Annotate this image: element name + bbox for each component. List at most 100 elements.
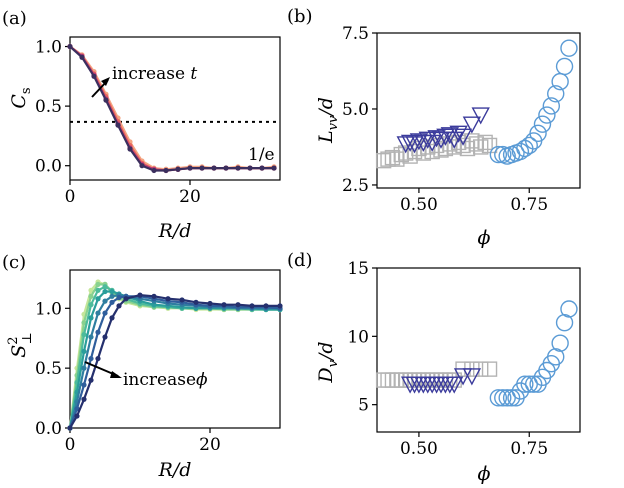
data-point-phi3	[102, 284, 108, 290]
marker-circle	[502, 389, 521, 407]
marker-circle	[516, 375, 534, 393]
plot-a: 0 20 1.0 0.5 0.0	[35, 36, 281, 207]
panel-a-label: (a)	[2, 8, 27, 29]
data-point-phi3	[88, 302, 94, 308]
data-point-phi4	[102, 288, 108, 295]
data-point-phi7	[95, 355, 101, 362]
panel-d-xtick-label: 0.50	[400, 439, 438, 459]
data-point-phi2	[81, 320, 87, 326]
data-point-phi4	[151, 302, 157, 308]
data-point-phi7	[102, 334, 108, 340]
data-point-t4	[175, 166, 181, 172]
panel-d-ytick-label: 5	[358, 396, 369, 416]
data-point-phi7	[81, 396, 87, 402]
marker-triangle	[462, 368, 482, 386]
panel-d: (d) 0.50 0.75 15 10 5 ϕ Dv/d	[287, 250, 581, 485]
data-point-t4	[163, 167, 169, 174]
data-point-t4	[235, 165, 241, 171]
marker-triangle	[414, 134, 433, 152]
data-point-t4	[79, 54, 85, 60]
marker-circle	[547, 348, 565, 366]
panel-c-xtick-label: 0	[65, 435, 76, 455]
data-point-phi5	[102, 298, 108, 304]
data-point-phi6	[88, 355, 94, 362]
data-point-t4	[223, 165, 229, 171]
panel-c-ytick-label: 0.0	[35, 419, 62, 439]
panel-d-xtick-label: 0.75	[510, 439, 548, 459]
marker-triangle	[396, 136, 415, 154]
marker-square	[473, 139, 489, 155]
data-point-phi7	[235, 302, 241, 308]
data-point-t4	[127, 146, 133, 152]
panel-a-ytick-label: 1.0	[35, 38, 62, 58]
panel-b-xlabel: ϕ	[478, 227, 491, 249]
data-point-t4	[139, 163, 145, 169]
panel-b-label: (b)	[287, 6, 313, 27]
marker-triangle	[405, 136, 424, 154]
panel-a-arrow	[91, 77, 110, 98]
data-point-phi7	[165, 296, 171, 302]
marker-square	[481, 361, 498, 377]
marker-circle	[489, 389, 508, 407]
data-point-phi3	[81, 332, 87, 338]
data-point-phi7	[263, 303, 269, 309]
data-point-phi7	[116, 303, 122, 309]
marker-circle	[494, 389, 512, 407]
data-point-phi5	[109, 293, 115, 299]
marker-square	[433, 142, 449, 158]
marker-triangle	[440, 127, 459, 145]
data-point-phi2	[88, 293, 94, 299]
marker-square	[384, 372, 401, 388]
panel-d-ytick-label: 10	[347, 327, 369, 347]
marker-circle	[538, 106, 556, 124]
data-point-phi6	[95, 329, 101, 335]
data-point-phi5	[88, 334, 94, 340]
panel-a-annotation: increase t	[112, 64, 197, 84]
panel-c-xlabel: R/d	[158, 459, 192, 481]
data-point-phi7	[193, 299, 199, 305]
marker-circle	[511, 142, 530, 161]
data-point-phi1	[88, 287, 94, 293]
data-point-phi6	[116, 294, 122, 301]
panel-a-xtick-label: 20	[179, 187, 201, 207]
panel-a-xlabel: R/d	[158, 220, 192, 242]
marker-square	[375, 372, 392, 388]
series-line-phi4	[68, 290, 280, 429]
plot-b: 0.50 0.75 7.5 5.0 2.5	[342, 24, 581, 215]
marker-triangle	[471, 107, 490, 125]
data-point-phi4	[109, 288, 115, 295]
panel-c-annotation: increaseϕ	[123, 370, 208, 390]
data-point-t4	[271, 165, 277, 171]
marker-square	[437, 140, 454, 157]
marker-square	[393, 146, 409, 163]
data-point-phi7	[88, 377, 94, 383]
marker-triangle	[445, 376, 464, 394]
panel-d-label: (d)	[287, 250, 313, 271]
panel-a-ylabel: Cs	[8, 87, 34, 108]
marker-square	[424, 143, 440, 160]
marker-circle	[560, 39, 578, 57]
data-point-phi7	[179, 297, 185, 303]
series-line-phi7	[69, 293, 280, 429]
panel-a-ref-label: 1/e	[248, 145, 275, 165]
panel-b-ylabel: Lvv/d	[315, 97, 341, 144]
marker-square	[468, 136, 484, 152]
plot-d: 0.50 0.75 15 10 5	[347, 259, 581, 459]
data-point-t4	[91, 73, 97, 79]
marker-circle	[533, 115, 552, 133]
panel-c-xtick-label: 20	[199, 435, 221, 455]
marker-square	[406, 143, 423, 160]
panel-d-xlabel: ϕ	[478, 463, 491, 485]
panel-c-frame	[69, 269, 281, 429]
data-point-phi7	[123, 296, 129, 302]
data-point-phi6	[81, 382, 87, 388]
data-point-phi7	[249, 303, 255, 309]
data-point-phi7	[221, 302, 227, 308]
panel-a-frame	[69, 36, 281, 181]
panel-c-label: (c)	[2, 252, 26, 273]
panel-b-xtick-label: 0.75	[510, 195, 548, 215]
panel-d-ylabel: Dv/d	[315, 341, 341, 383]
panel-b-frame	[376, 32, 581, 189]
marker-triangle	[400, 134, 420, 152]
marker-triangle	[453, 128, 473, 146]
